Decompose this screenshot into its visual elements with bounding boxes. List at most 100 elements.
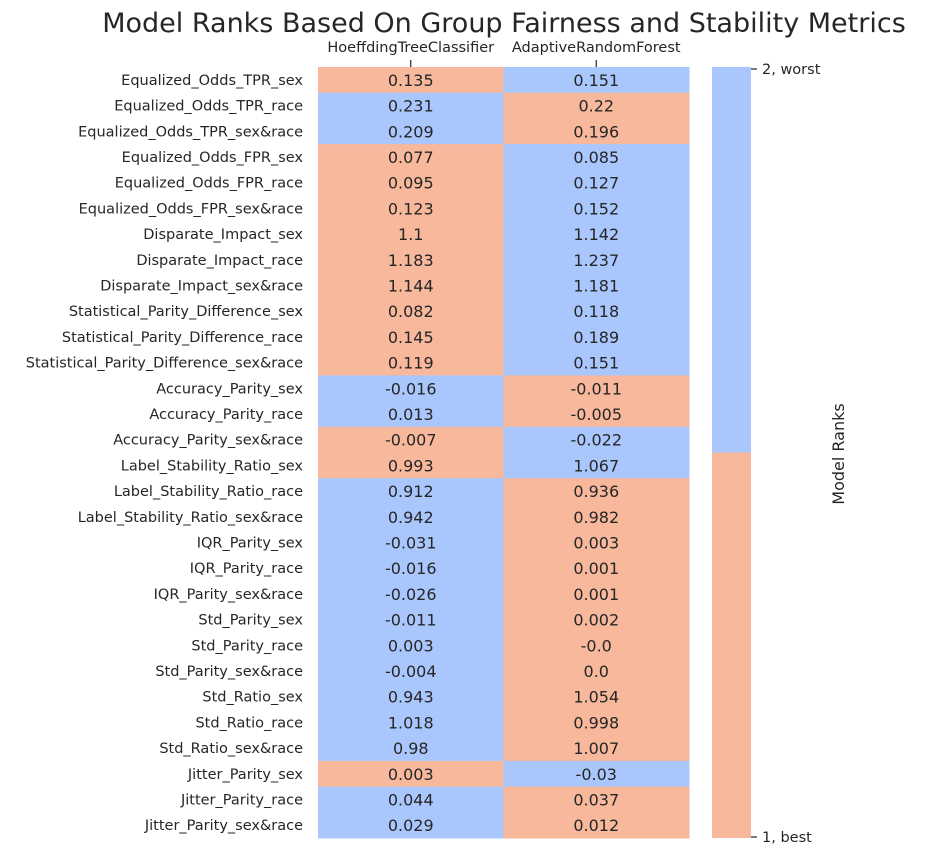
row-label: Equalized_Odds_TPR_sex <box>121 73 303 89</box>
cell-value: 1.181 <box>573 276 619 295</box>
cell-value: 0.003 <box>573 533 619 552</box>
row-label: Equalized_Odds_TPR_sex&race <box>78 124 303 140</box>
row-label: Equalized_Odds_FPR_sex&race <box>79 201 303 217</box>
cell-value: 0.029 <box>388 816 434 835</box>
cell-value: 0.145 <box>388 328 434 347</box>
cell-value: 0.118 <box>573 302 619 321</box>
cell-value: 0.077 <box>388 148 434 167</box>
cell-value: 1.067 <box>573 456 619 475</box>
heatmap-cell <box>318 195 504 222</box>
cell-value: -0.0 <box>581 636 612 655</box>
heatmap-cell <box>318 658 504 685</box>
cell-value: 1.144 <box>388 276 434 295</box>
heatmap-cell <box>503 144 690 171</box>
heatmap-cell <box>318 92 504 119</box>
cell-value: 0.082 <box>388 302 434 321</box>
heatmap-cell <box>318 375 504 402</box>
cell-value: 0.942 <box>388 508 434 527</box>
heatmap-cell <box>318 144 504 171</box>
row-label: Statistical_Parity_Difference_race <box>62 330 303 346</box>
cell-value: 1.142 <box>573 225 619 244</box>
row-label: Accuracy_Parity_sex <box>156 381 303 397</box>
cell-value: 0.998 <box>573 713 619 732</box>
row-label: Std_Parity_race <box>191 638 303 654</box>
row-label: Label_Stability_Ratio_sex <box>121 458 304 474</box>
heatmap-cell <box>503 298 690 325</box>
row-label: IQR_Parity_race <box>190 561 303 577</box>
cell-value: 0.196 <box>573 122 619 141</box>
cell-value: 0.002 <box>573 611 619 630</box>
cell-value: 0.0 <box>584 662 609 681</box>
cell-value: -0.011 <box>570 379 622 398</box>
heatmap-cell <box>503 118 690 145</box>
heatmap-cell <box>503 426 690 453</box>
colorbar-segment-worst <box>712 67 751 453</box>
heatmap-cell <box>503 529 690 556</box>
heatmap-cells: 0.135 0.151 0.231 0.22 0.209 0.196 0.077 0.085 0… <box>318 67 690 839</box>
row-label: Std_Ratio_sex <box>202 690 303 706</box>
cell-value: 0.209 <box>388 122 434 141</box>
heatmap-cell <box>503 272 690 299</box>
heatmap-cell <box>503 683 690 710</box>
column-label: AdaptiveRandomForest <box>512 40 681 56</box>
cell-value: 0.119 <box>388 354 434 373</box>
colorbar-tick-label: 2, worst <box>762 62 821 78</box>
cell-value: 0.152 <box>573 199 619 218</box>
cell-value: 0.912 <box>388 482 434 501</box>
colorbar: 2, worst 1, best <box>712 62 821 846</box>
heatmap-cell <box>318 503 504 531</box>
heatmap-cell <box>503 478 690 505</box>
cell-value: 0.151 <box>573 354 619 373</box>
cell-value: 0.037 <box>573 790 619 809</box>
chart-title: Model Ranks Based On Group Fairness and … <box>102 8 906 39</box>
cell-value: -0.016 <box>385 379 437 398</box>
heatmap-cell <box>318 426 504 453</box>
heatmap-cell <box>503 92 690 119</box>
cell-value: 0.001 <box>573 585 619 604</box>
row-labels: Equalized_Odds_TPR_sex Equalized_Odds_TPR… <box>26 73 304 834</box>
cell-value: 0.98 <box>393 739 429 758</box>
cell-value: -0.03 <box>576 765 617 784</box>
row-label: Accuracy_Parity_sex&race <box>113 433 303 449</box>
heatmap-cell <box>503 324 690 351</box>
heatmap-cell <box>503 812 690 839</box>
heatmap-cell <box>318 67 504 94</box>
row-label: Std_Parity_sex <box>198 613 303 629</box>
heatmap-cell <box>503 606 690 633</box>
cell-value: -0.007 <box>385 431 437 450</box>
cell-value: -0.026 <box>385 585 437 604</box>
cell-value: -0.031 <box>385 533 437 552</box>
row-label: Std_Ratio_race <box>195 715 303 731</box>
heatmap-cell <box>503 786 690 813</box>
heatmap-cell <box>503 349 690 376</box>
cell-value: 0.003 <box>388 765 434 784</box>
colorbar-label: Model Ranks <box>829 403 848 504</box>
cell-value: 0.123 <box>388 199 434 218</box>
row-label: Disparate_Impact_sex&race <box>100 278 303 294</box>
heatmap-cell <box>318 169 504 196</box>
heatmap-cell <box>503 195 690 222</box>
heatmap-cell <box>503 709 690 736</box>
heatmap-cell <box>503 632 690 659</box>
row-label: Equalized_Odds_FPR_race <box>115 176 303 192</box>
heatmap-cell <box>318 760 504 788</box>
heatmap-cell <box>503 581 690 608</box>
heatmap-cell <box>318 529 504 556</box>
cell-value: 0.003 <box>388 636 434 655</box>
cell-value: 1.1 <box>398 225 423 244</box>
heatmap-cell <box>318 581 504 608</box>
heatmap-cell <box>503 401 690 428</box>
cell-value: -0.005 <box>570 405 622 424</box>
heatmap-cell <box>503 221 690 248</box>
cell-value: -0.004 <box>385 662 437 681</box>
heatmap-cell <box>318 272 504 299</box>
heatmap-cell <box>318 786 504 813</box>
cell-value: 0.135 <box>388 71 434 90</box>
heatmap-cell <box>318 349 504 376</box>
heatmap-cell <box>503 555 690 582</box>
cell-value: 0.095 <box>388 174 434 193</box>
cell-value: 0.044 <box>388 790 434 809</box>
cell-value: 0.982 <box>573 508 619 527</box>
row-label: IQR_Parity_sex&race <box>154 587 303 603</box>
